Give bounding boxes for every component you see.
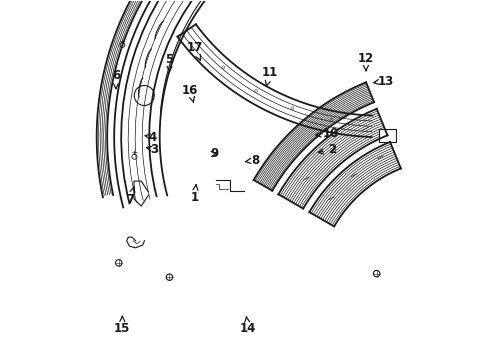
Text: 8: 8 <box>245 154 259 167</box>
Text: 13: 13 <box>373 75 393 87</box>
Text: 15: 15 <box>114 316 130 335</box>
FancyBboxPatch shape <box>378 129 396 142</box>
Text: 10: 10 <box>315 127 339 140</box>
Text: 1: 1 <box>190 185 198 204</box>
Text: 12: 12 <box>357 52 373 71</box>
Text: 7: 7 <box>126 187 135 206</box>
Text: 3: 3 <box>146 143 158 156</box>
Text: 17: 17 <box>186 41 202 60</box>
Text: 6: 6 <box>112 69 120 89</box>
Text: 5: 5 <box>165 53 173 72</box>
Text: 2: 2 <box>318 143 336 156</box>
Text: 4: 4 <box>145 131 157 144</box>
Text: 16: 16 <box>182 84 198 103</box>
Text: 9: 9 <box>209 147 218 160</box>
Text: 14: 14 <box>240 316 256 335</box>
Text: 11: 11 <box>262 66 278 86</box>
